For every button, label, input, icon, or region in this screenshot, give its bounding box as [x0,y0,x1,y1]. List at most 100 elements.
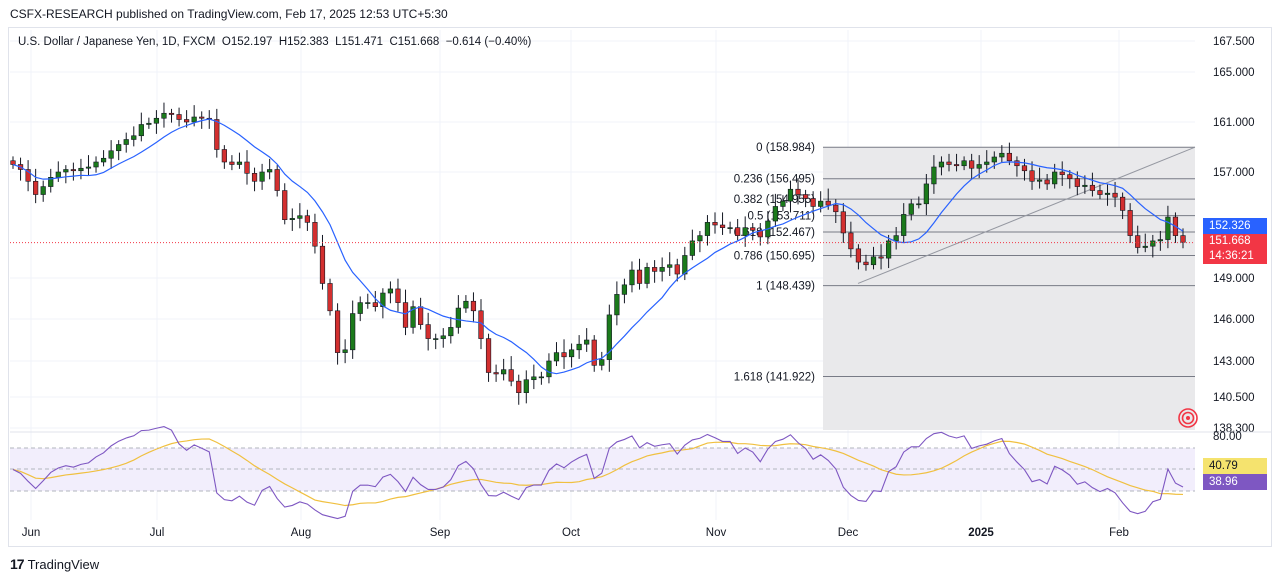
price-tick-6: 149.000 [1213,273,1255,285]
candle-body-14 [116,144,122,152]
candle-body-59 [455,307,461,328]
candle-body-19 [153,117,160,124]
candle-body-38 [297,215,303,219]
candle-body-81 [621,284,628,295]
price-tick-1: 165.000 [1213,67,1255,79]
candle-body-130 [991,156,997,163]
candle-body-102 [780,200,786,207]
candle-body-117 [893,235,899,242]
candle-body-105 [802,194,809,199]
time-tick-1: Jul [150,527,165,539]
candle-body-72 [553,352,560,362]
candle-body-69 [531,376,537,381]
candle-body-120 [916,203,922,206]
candle-body-22 [176,114,182,120]
candle-body-10 [85,166,92,169]
legend-open: O152.197 [221,36,273,48]
candle-body-132 [1006,152,1012,162]
candle-body-108 [825,200,831,206]
candle-body-53 [410,306,416,328]
candle-body-68 [523,379,529,393]
candle-body-152 [1157,239,1163,242]
candle-body-110 [840,211,846,234]
candle-body-7 [63,169,69,173]
candle-body-148 [1127,210,1133,236]
fib-label-5: 0.786 (150.695) [734,251,815,263]
price-tick-3: 157.000 [1213,167,1255,179]
candle-body-119 [908,203,914,215]
time-tick-6: Dec [838,527,859,539]
candle-body-8 [70,169,76,172]
candle-body-57 [440,335,446,339]
candle-body-125 [953,164,960,167]
candle-body-88 [674,264,680,275]
candle-body-50 [387,288,394,294]
candle-body-47 [365,302,371,304]
price-tick-2: 161.000 [1213,117,1255,129]
rsi-ma-tag: 40.79 [1203,458,1267,474]
footer-brand-label: TradingView [27,556,100,572]
candle-body-27 [214,119,220,150]
candle-body-23 [184,119,190,123]
candle-body-5 [48,177,54,187]
tradingview-logo-icon: 17 [10,556,25,572]
candle-body-133 [1014,160,1020,167]
candle-body-30 [236,161,243,165]
candle-body-36 [282,190,288,221]
candle-body-128 [976,164,982,169]
candle-body-58 [448,327,454,337]
fib-label-7: 1.618 (141.922) [734,372,815,384]
rsi-value-tag: 38.96 [1203,474,1267,490]
candle-body-79 [606,314,612,360]
legend-change: −0.614 (−0.40%) [445,36,532,48]
candle-body-124 [946,161,952,165]
candle-body-31 [244,161,250,174]
candle-body-4 [40,186,46,195]
candle-body-16 [131,135,137,140]
candle-body-60 [463,300,469,309]
legend-close: C151.668 [389,36,440,48]
candle-body-12 [100,157,107,163]
candle-body-111 [848,232,854,250]
moving-average-line [12,118,1184,375]
candle-body-11 [93,161,99,168]
candle-body-15 [123,139,129,145]
legend-low: L151.471 [335,36,384,48]
candle-body-17 [138,124,144,137]
candle-body-151 [1150,240,1156,247]
price-tick-9: 140.500 [1213,392,1255,404]
candle-body-84 [644,267,650,284]
candle-body-99 [757,230,763,238]
candle-body-86 [659,267,665,272]
candle-body-141 [1074,178,1080,187]
candle-body-92 [704,222,711,236]
footer-brand[interactable]: 17 TradingView [10,556,99,572]
ma-price-tag: 152.326 [1203,218,1267,234]
candle-body-9 [78,167,84,172]
candle-body-127 [969,160,975,169]
legend-high: H152.383 [278,36,329,48]
candle-body-97 [742,227,748,236]
replay-icon[interactable] [1173,407,1203,429]
time-tick-7: 2025 [968,527,994,539]
candle-body-153 [1165,216,1171,240]
candle-body-145 [1104,192,1111,195]
rsi-ma-line [12,438,1184,507]
candle-body-144 [1097,190,1103,195]
candle-body-95 [727,227,733,229]
candle-body-109 [833,204,839,213]
candle-body-150 [1142,245,1148,248]
candle-body-138 [1052,171,1058,185]
candle-body-122 [931,166,937,185]
candle-body-74 [568,349,575,358]
price-tick-0: 167.500 [1213,36,1255,48]
candle-body-116 [886,240,892,259]
candle-body-82 [629,269,635,286]
time-tick-4: Oct [562,527,581,539]
candle-body-83 [636,269,643,284]
trend-line [857,146,1196,284]
candle-body-18 [146,122,152,125]
candle-body-64 [493,372,499,375]
candle-body-2 [25,169,31,182]
